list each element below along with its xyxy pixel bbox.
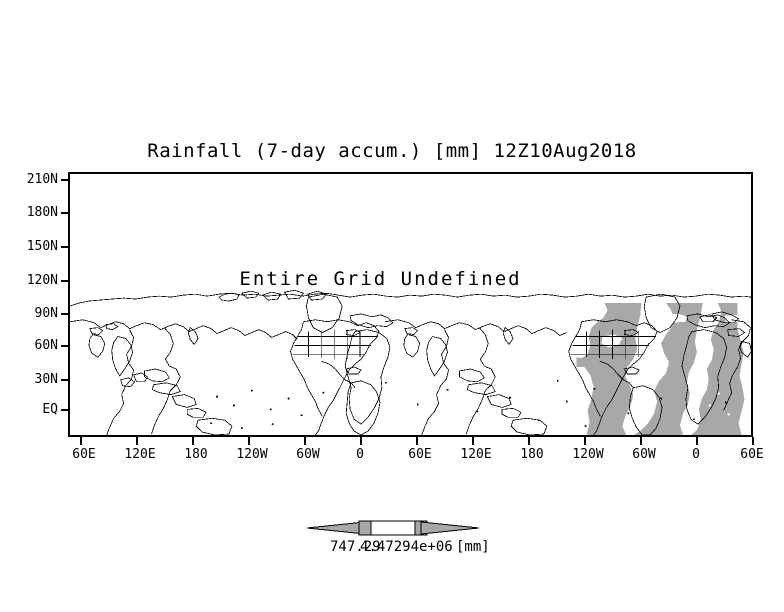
x-axis-label-5: 0 bbox=[356, 447, 364, 462]
x-tick bbox=[136, 437, 138, 445]
x-tick bbox=[248, 437, 250, 445]
coastline-paths bbox=[70, 289, 751, 435]
x-axis-label-8: 180 bbox=[520, 447, 544, 462]
y-axis-label-eq: EQ bbox=[42, 402, 58, 417]
y-tick bbox=[61, 345, 68, 347]
y-axis-label-180n: 180N bbox=[26, 205, 58, 220]
x-tick bbox=[192, 437, 194, 445]
y-axis-label-150n: 150N bbox=[26, 239, 58, 254]
x-axis-label-9: 120W bbox=[572, 447, 604, 462]
y-tick bbox=[61, 313, 68, 315]
y-axis-label-60n: 60N bbox=[34, 338, 58, 353]
x-axis-label-11: 0 bbox=[692, 447, 700, 462]
x-tick bbox=[80, 437, 82, 445]
y-tick bbox=[61, 409, 68, 411]
x-tick bbox=[416, 437, 418, 445]
colorbar-center-cell bbox=[370, 520, 416, 536]
colorbar-unit: [mm] bbox=[456, 539, 490, 555]
x-axis-label-10: 60W bbox=[632, 447, 656, 462]
colorbar-right-arrow bbox=[420, 521, 479, 535]
x-tick bbox=[584, 437, 586, 445]
x-tick bbox=[304, 437, 306, 445]
colorbar-left-arrow bbox=[307, 521, 366, 535]
x-axis-label-6: 60E bbox=[408, 447, 432, 462]
y-axis-label-120n: 120N bbox=[26, 273, 58, 288]
entire-grid-undefined-message: Entire Grid Undefined bbox=[239, 268, 522, 290]
x-axis-label-2: 180 bbox=[184, 447, 208, 462]
x-tick bbox=[696, 437, 698, 445]
x-tick bbox=[528, 437, 530, 445]
y-tick bbox=[61, 246, 68, 248]
x-axis-label-7: 120E bbox=[460, 447, 492, 462]
lake-dots bbox=[633, 392, 730, 426]
y-axis-label-30n: 30N bbox=[34, 372, 58, 387]
world-map bbox=[70, 174, 751, 435]
page-title: Rainfall (7-day accum.) [mm] 12Z10Aug201… bbox=[147, 140, 637, 162]
colorbar-right-value: 4.47294e+06 bbox=[360, 539, 453, 555]
map-plot-area: Entire Grid Undefined bbox=[70, 174, 751, 435]
map-plot-frame: Entire Grid Undefined bbox=[68, 172, 753, 437]
colorbar-left-block bbox=[358, 520, 372, 536]
colorbar-labels: 747.29 4.47294e+06 [mm] bbox=[0, 540, 784, 560]
y-axis-label-90n: 90N bbox=[34, 306, 58, 321]
x-axis-label-12: 60E bbox=[740, 447, 764, 462]
x-tick bbox=[472, 437, 474, 445]
x-tick bbox=[640, 437, 642, 445]
y-tick bbox=[61, 212, 68, 214]
y-tick bbox=[61, 280, 68, 282]
colorbar bbox=[307, 518, 479, 538]
x-tick bbox=[360, 437, 362, 445]
y-tick bbox=[61, 179, 68, 181]
x-axis-label-3: 120W bbox=[236, 447, 268, 462]
x-axis-label-1: 120E bbox=[124, 447, 156, 462]
y-axis-label-210n: 210N bbox=[26, 172, 58, 187]
island-dots bbox=[210, 379, 727, 430]
y-tick bbox=[61, 379, 68, 381]
x-tick bbox=[752, 437, 754, 445]
x-axis-label-0: 60E bbox=[72, 447, 96, 462]
colorbar-left-value: 747.29 bbox=[330, 539, 381, 555]
x-axis-label-4: 60W bbox=[296, 447, 320, 462]
